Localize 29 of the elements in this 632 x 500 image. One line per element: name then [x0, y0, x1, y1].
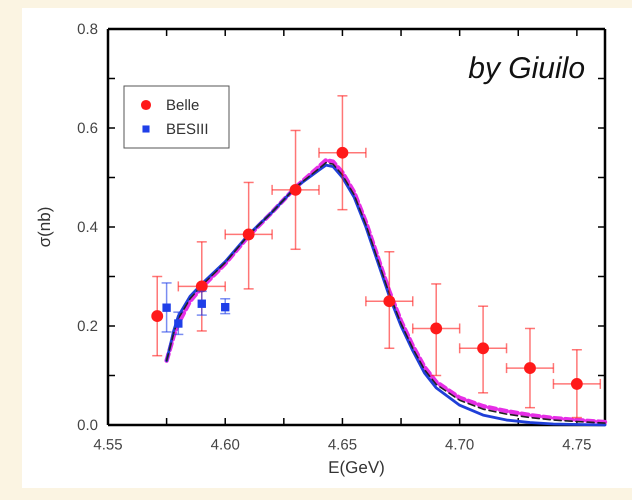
y-tick-label: 0.8: [77, 20, 98, 38]
point: [570, 378, 583, 390]
y-tick-label: 0.2: [77, 318, 98, 335]
legend-label: Belle: [166, 97, 200, 114]
x-tick-label: 4.75: [562, 436, 592, 454]
x-tick-label: 4.55: [93, 436, 123, 454]
point: [196, 280, 208, 292]
point: [162, 304, 171, 312]
point: [430, 322, 442, 334]
point: [477, 342, 490, 354]
legend-label: BESIII: [166, 121, 209, 138]
x-tick-label: 4.60: [210, 436, 240, 454]
y-tick-label: 0.6: [77, 120, 98, 137]
point: [290, 184, 302, 196]
x-tick-label: 4.70: [445, 436, 474, 454]
x-tick-label: 4.65: [328, 436, 358, 454]
y-axis-title: σ(nb): [35, 206, 54, 248]
point: [336, 146, 348, 159]
point: [383, 295, 396, 308]
point: [174, 319, 183, 328]
point: [198, 300, 206, 308]
point: [151, 310, 164, 322]
y-tick-label: 0.4: [77, 218, 98, 236]
y-tick-label: 0.0: [77, 416, 98, 434]
x-axis-title: E(GeV): [328, 458, 385, 477]
point: [242, 228, 255, 240]
point: [221, 303, 230, 312]
point: [524, 362, 536, 374]
annotation: by Giuilo: [468, 52, 585, 85]
